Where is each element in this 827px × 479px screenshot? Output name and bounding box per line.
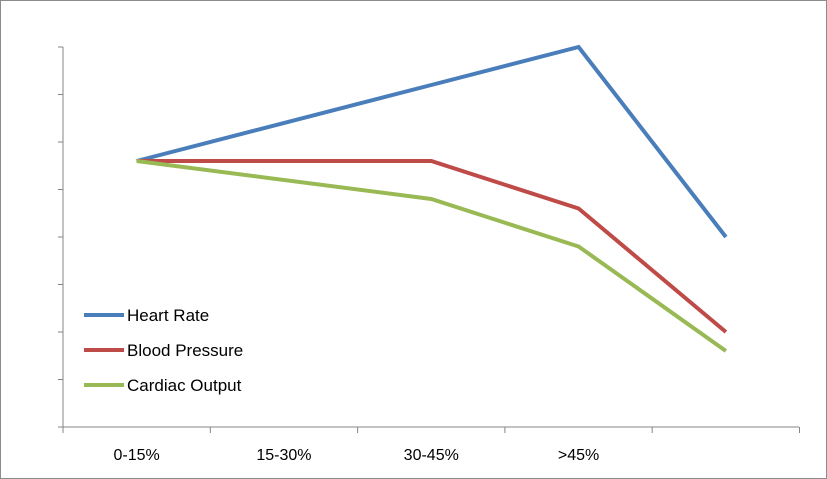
series-line-cardiac-output xyxy=(136,159,728,353)
x-tick-label: 0-15% xyxy=(114,447,160,464)
legend-label: Cardiac Output xyxy=(127,376,242,395)
legend: Heart Rate Blood Pressure Cardiac Output xyxy=(84,306,243,395)
series-line-heart-rate xyxy=(136,44,728,239)
x-tick-label: >45% xyxy=(558,447,599,464)
series-line-blood-pressure xyxy=(136,159,728,334)
series-lines xyxy=(136,44,728,353)
x-tick-label: 30-45% xyxy=(404,447,459,464)
legend-label: Heart Rate xyxy=(127,306,209,325)
axes: 0-15% 15-30% 30-45% >45% xyxy=(58,46,800,464)
x-tick-label: 15-30% xyxy=(256,447,311,464)
legend-label: Blood Pressure xyxy=(127,341,243,360)
